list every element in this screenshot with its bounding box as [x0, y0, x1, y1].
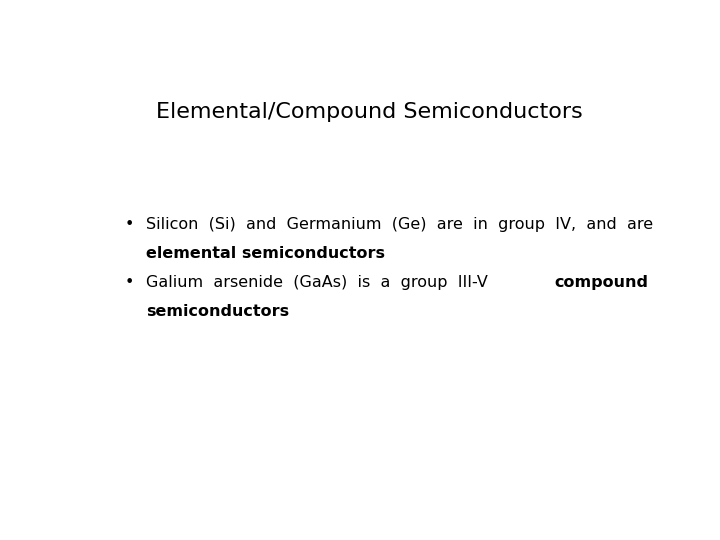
Text: Elemental/Compound Semiconductors: Elemental/Compound Semiconductors — [156, 102, 582, 122]
Text: Silicon  (Si)  and  Germanium  (Ge)  are  in  group  IV,  and  are: Silicon (Si) and Germanium (Ge) are in g… — [145, 217, 653, 232]
Text: Galium  arsenide  (GaAs)  is  a  group  III-V: Galium arsenide (GaAs) is a group III-V — [145, 275, 498, 290]
Text: semiconductors: semiconductors — [145, 304, 289, 319]
Text: compound: compound — [554, 275, 648, 290]
Text: elemental semiconductors: elemental semiconductors — [145, 246, 384, 261]
Text: •: • — [125, 217, 134, 232]
Text: •: • — [125, 275, 134, 290]
